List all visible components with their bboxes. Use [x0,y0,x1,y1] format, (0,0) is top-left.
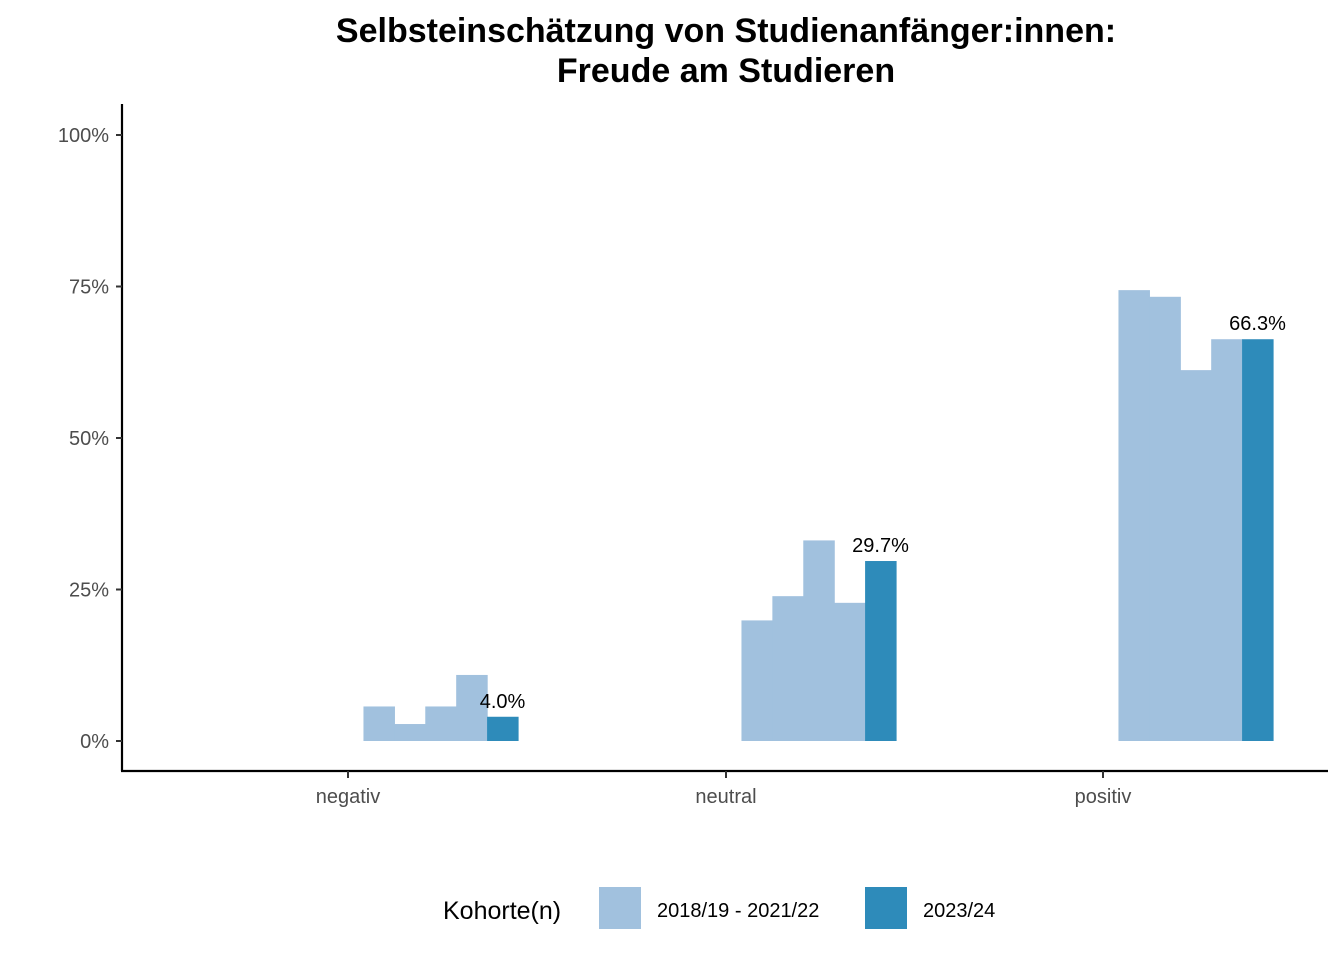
y-tick-label: 75% [69,277,109,299]
data-label-positiv: 66.3% [1229,313,1286,335]
bar-positiv-2018-19 [1118,290,1150,741]
y-axis: 0% 25% 50% 75% 100% [58,104,124,771]
bar-positiv-2020-21 [1180,370,1212,741]
bar-negativ-2019-20 [394,724,426,741]
bar-negativ-2023-24 [487,716,519,741]
bar-neutral-2018-19 [741,620,773,741]
x-tick-label: neutral [695,786,756,808]
y-tick-label: 25% [69,580,109,602]
legend-label-current: 2023/24 [923,900,995,922]
bar-negativ-2020-21 [425,706,457,741]
x-axis: negativ neutral positiv [121,769,1328,808]
chart-subtitle: Freude am Studieren [557,52,895,90]
data-label-neutral: 29.7% [852,535,909,557]
legend-title: Kohorte(n) [443,897,561,925]
chart-title: Selbsteinschätzung von Studienanfänger:i… [336,12,1116,50]
bar-positiv-2023-24 [1242,339,1274,741]
bar-positiv-2019-20 [1149,296,1181,741]
bars [363,290,1274,741]
bar-neutral-2021-22 [834,602,866,741]
x-tick-label: negativ [316,786,381,808]
bar-negativ-2018-19 [363,706,395,741]
legend: Kohorte(n) 2018/19 - 2021/22 2023/24 [443,887,995,929]
bar-neutral-2019-20 [772,596,804,741]
y-tick-label: 50% [69,428,109,450]
bar-neutral-2023-24 [865,561,897,741]
data-labels: 4.0% 29.7% 66.3% [480,313,1286,713]
y-tick-label: 100% [58,125,109,147]
legend-swatch-current [865,887,907,929]
bar-positiv-2021-22 [1211,339,1243,741]
legend-label-historic: 2018/19 - 2021/22 [657,900,819,922]
bar-neutral-2020-21 [803,540,835,741]
x-tick-label: positiv [1075,786,1132,808]
y-tick-label: 0% [80,731,109,753]
bar-negativ-2021-22 [456,674,488,741]
data-label-negativ: 4.0% [480,691,526,713]
legend-swatch-historic [599,887,641,929]
